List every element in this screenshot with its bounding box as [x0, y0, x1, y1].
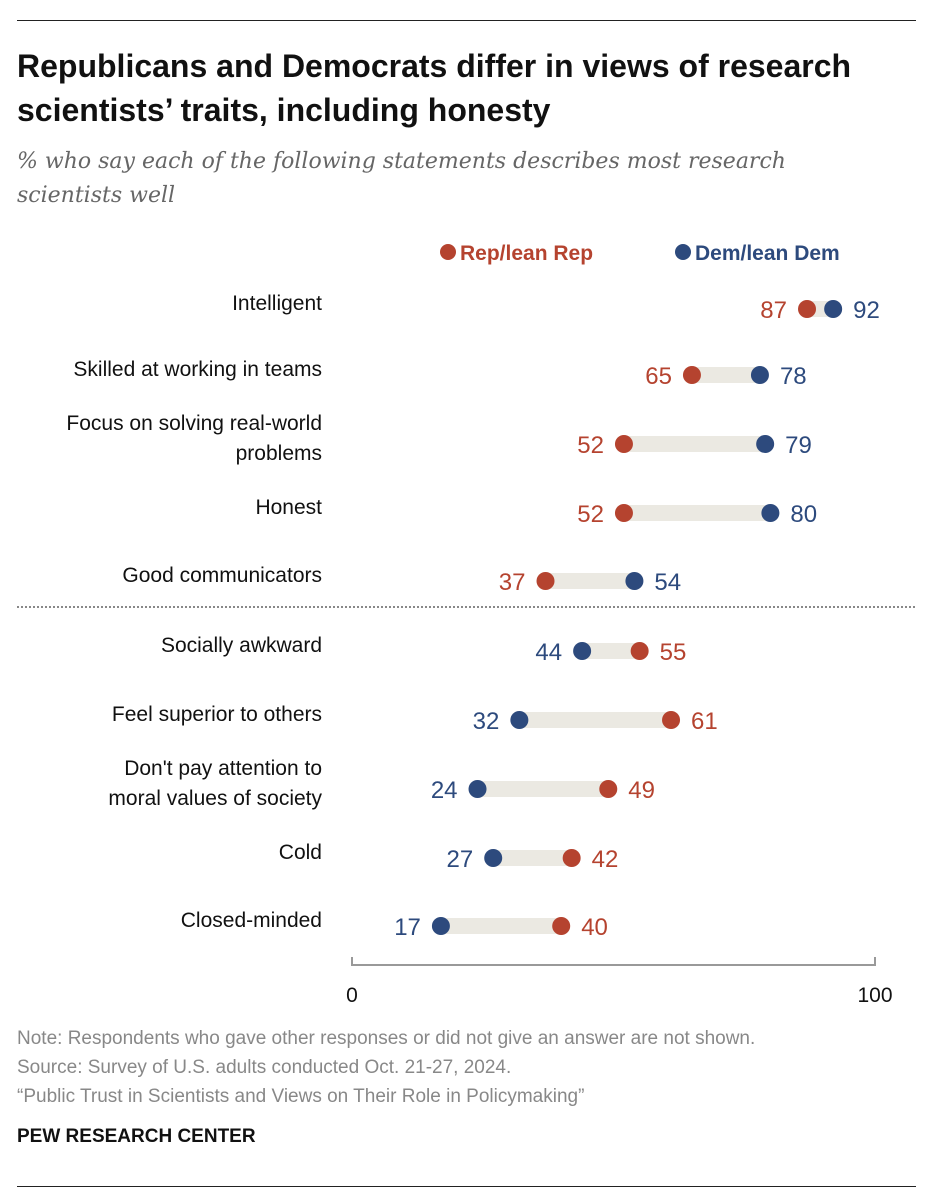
row-label: problems: [236, 442, 322, 465]
rep-value-label: 49: [628, 777, 655, 804]
dem-value-label: 17: [394, 914, 421, 941]
brand-logo: PEW RESEARCH CENTER: [17, 1126, 256, 1147]
source-text: Source: Survey of U.S. adults conducted …: [17, 1057, 512, 1078]
dem-dot: [750, 366, 769, 384]
dem-dot: [431, 917, 450, 935]
chart-title: Republicans and Democrats differ in view…: [17, 48, 852, 128]
rep-dot: [536, 572, 555, 590]
row-label: Intelligent: [232, 292, 322, 315]
dem-dot: [761, 504, 780, 522]
row-label: Honest: [255, 496, 322, 519]
row-label: Focus on solving real-world: [66, 412, 322, 435]
rep-value-label: 55: [660, 639, 687, 666]
top-rule: [17, 20, 916, 21]
dem-dot: [756, 435, 775, 453]
rep-dot: [614, 435, 633, 453]
rep-dot: [552, 917, 571, 935]
dem-value-label: 27: [447, 846, 474, 873]
row-label: Good communicators: [122, 564, 322, 587]
rep-dot: [562, 849, 581, 867]
x-tick-label: 100: [857, 984, 892, 1007]
rep-dot: [599, 780, 618, 798]
dem-dot: [824, 300, 843, 318]
notes: Note: Respondents who gave other respons…: [17, 1024, 755, 1111]
dem-value-label: 24: [431, 777, 458, 804]
legend-rep-label: Rep/lean Rep: [460, 242, 593, 265]
note-text: Note: Respondents who gave other respons…: [17, 1028, 756, 1049]
rep-dot: [614, 504, 633, 522]
rep-value-label: 52: [577, 432, 604, 459]
row-label: Closed-minded: [181, 909, 322, 932]
rep-dot: [798, 300, 817, 318]
rep-value-label: 65: [645, 363, 672, 390]
dem-dot: [573, 642, 592, 660]
dem-value-label: 32: [473, 708, 500, 735]
dem-dot: [484, 849, 503, 867]
dem-dot: [468, 780, 487, 798]
x-tick-label: 0: [346, 984, 358, 1007]
dem-value-label: 54: [654, 569, 681, 596]
legend-dem-marker: [675, 244, 691, 260]
rep-dot: [662, 711, 681, 729]
rep-dot: [630, 642, 649, 660]
rep-value-label: 52: [577, 501, 604, 528]
rep-value-label: 61: [691, 708, 718, 735]
chart-subtitle: % who say each of the following statemen…: [17, 149, 786, 208]
bottom-rule: [17, 1186, 916, 1187]
row-label: Feel superior to others: [112, 703, 322, 726]
report-title: “Public Trust in Scientists and Views on…: [17, 1086, 585, 1107]
dem-value-label: 79: [785, 432, 812, 459]
rep-value-label: 40: [581, 914, 608, 941]
dem-value-label: 44: [535, 639, 562, 666]
dem-value-label: 80: [790, 501, 817, 528]
legend-dem-label: Dem/lean Dem: [695, 242, 840, 265]
row-label: Socially awkward: [161, 634, 322, 657]
row-label: Don't pay attention to: [124, 757, 322, 780]
dem-dot: [510, 711, 529, 729]
rep-value-label: 87: [760, 297, 787, 324]
rep-value-label: 42: [592, 846, 619, 873]
rep-value-label: 37: [499, 569, 526, 596]
dem-value-label: 92: [853, 297, 880, 324]
rep-dot: [682, 366, 701, 384]
dem-dot: [625, 572, 644, 590]
dem-value-label: 78: [780, 363, 807, 390]
row-label: Cold: [279, 841, 322, 864]
row-label: moral values of society: [108, 787, 322, 810]
row-label: Skilled at working in teams: [73, 358, 322, 381]
legend-rep-marker: [440, 244, 456, 260]
